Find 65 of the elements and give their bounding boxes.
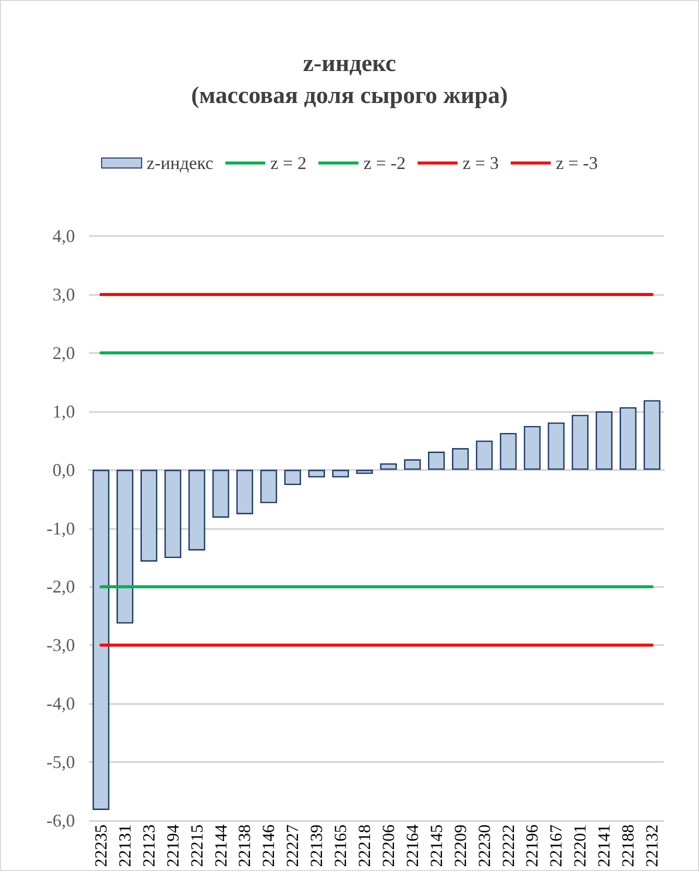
- x-tick-label: 22230: [474, 824, 494, 867]
- x-tick-label: 22196: [522, 824, 542, 867]
- bar: [356, 470, 373, 474]
- chart-title: z-индекс (массовая доля сырого жира): [191, 51, 508, 109]
- bar: [572, 414, 589, 470]
- bar: [548, 422, 565, 470]
- bar: [380, 463, 397, 470]
- bar: [596, 411, 612, 470]
- legend-label: z = 2: [270, 153, 306, 173]
- bar: [188, 470, 206, 550]
- bar: [476, 440, 493, 470]
- x-tick-label: 22164: [402, 824, 422, 867]
- x-tick-label: 22227: [283, 824, 302, 867]
- bar: [140, 470, 158, 562]
- x-tick-label: 22215: [187, 824, 206, 867]
- legend-label: z = 3: [462, 153, 499, 173]
- bar: [92, 470, 110, 810]
- x-tick-label: 22144: [211, 824, 230, 867]
- y-tick-label: -6,0: [46, 810, 75, 830]
- x-tick-label: 22165: [331, 824, 350, 867]
- x-tick-label: 22138: [235, 824, 254, 867]
- y-tick-label: -5,0: [46, 752, 75, 772]
- x-tick-label: 22206: [378, 824, 398, 867]
- bar: [644, 400, 660, 470]
- bar: [620, 407, 636, 470]
- y-tick-label: -3,0: [46, 635, 75, 656]
- y-tick-label: 1,0: [52, 401, 75, 422]
- bar: [332, 470, 349, 478]
- x-tick-label: 22188: [618, 824, 638, 867]
- y-tick-label: -1,0: [46, 518, 75, 538]
- bar: [500, 432, 517, 470]
- y-tick-label: -2,0: [46, 576, 75, 597]
- x-tick-label: 22131: [115, 824, 134, 867]
- x-tick-label: 22139: [307, 824, 326, 867]
- bar: [236, 470, 254, 514]
- y-tick-label: 2,0: [52, 342, 75, 363]
- bar: [284, 470, 302, 485]
- y-tick-label: 3,0: [52, 284, 75, 304]
- legend-label: z = -3: [556, 153, 598, 173]
- x-tick-label: 22201: [570, 824, 590, 867]
- bar: [404, 459, 421, 470]
- y-tick-label: -4,0: [46, 694, 75, 714]
- bar: [164, 470, 182, 558]
- bar: [260, 470, 278, 504]
- x-tick-label: 22167: [546, 824, 566, 867]
- x-tick-label: 22218: [355, 824, 374, 867]
- x-tick-label: 22194: [163, 824, 182, 867]
- bar: [212, 470, 230, 518]
- x-tick-label: 22132: [642, 824, 662, 867]
- bar: [452, 448, 469, 470]
- legend-label: z = -2: [363, 153, 406, 173]
- y-tick-label: 0,0: [52, 460, 75, 480]
- bar: [308, 470, 325, 478]
- x-tick-label: 22209: [450, 824, 470, 867]
- y-tick-label: 4,0: [52, 226, 75, 246]
- bar: [428, 452, 445, 470]
- bar: [116, 470, 134, 624]
- x-tick-label: 22123: [139, 824, 158, 867]
- x-tick-label: 22146: [259, 824, 278, 867]
- x-tick-label: 22145: [426, 824, 446, 867]
- legend-label: z-индекс: [146, 153, 214, 173]
- bar: [524, 426, 541, 470]
- x-tick-label: 22235: [91, 824, 110, 867]
- x-tick-label: 22222: [498, 824, 518, 867]
- x-tick-label: 22141: [594, 824, 614, 867]
